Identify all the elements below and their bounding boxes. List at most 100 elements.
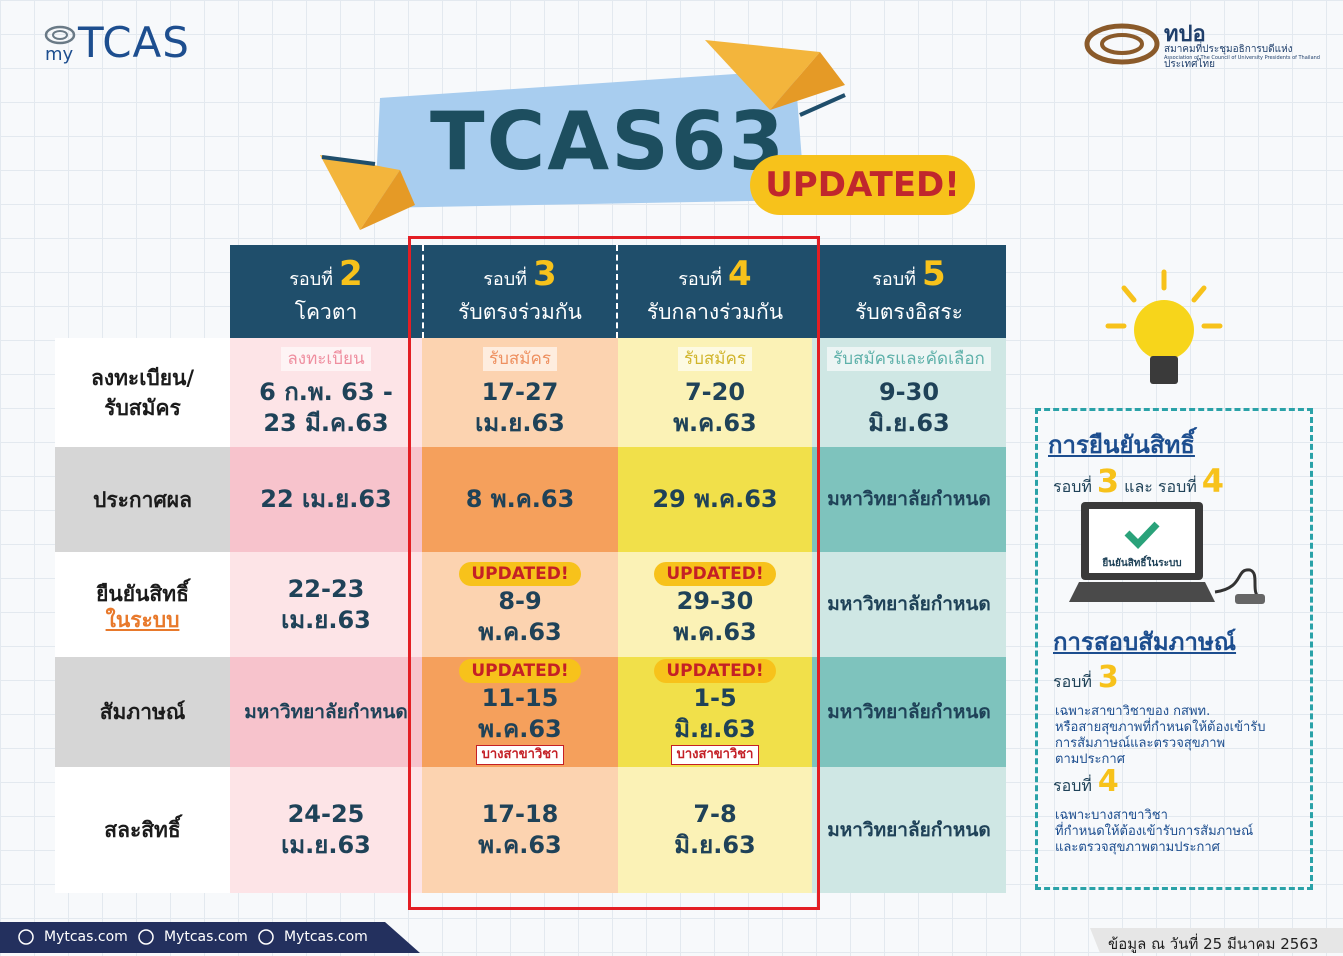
cell-text: มหาวิทยาลัยกำหนด — [827, 488, 991, 510]
cell-subtitle: ลงทะเบียน — [281, 346, 371, 371]
table-cell: ลงทะเบียน 6 ก.พ. 63 -23 มี.ค.63 — [230, 338, 422, 447]
org-emblem — [1084, 23, 1160, 65]
table-cell: มหาวิทยาลัยกำหนด — [812, 657, 1006, 767]
screen-text: ยืนยันสิทธิ์ในระบบ — [1102, 558, 1182, 569]
table-cell: มหาวิทยาลัยกำหนด — [230, 657, 422, 767]
highlight-frame — [408, 236, 820, 910]
cell-text: 8-9 — [498, 586, 542, 615]
cell-text: พ.ค.63 — [478, 831, 562, 859]
row-label: สัมภาษณ์ — [55, 657, 230, 767]
table-cell: รับสมัครและคัดเลือก 9-30 มิ.ย.63 — [812, 338, 1006, 447]
footer-link: Mytcas.com — [164, 929, 248, 945]
footer-bar — [0, 922, 1343, 953]
column-header: รอบที่ 4 รับกลางร่วมกัน — [618, 245, 812, 338]
title-badge: UPDATED! — [750, 155, 975, 215]
cell-subtitle: รับสมัครและคัดเลือก — [827, 346, 991, 371]
bullet-number: 4 — [1097, 764, 1119, 799]
interview-item-line: ที่กำหนดให้ต้องเข้ารับการสัมภาษณ์ — [1055, 824, 1254, 839]
column-header: รอบที่ 5 รับตรงอิสระ — [812, 245, 1006, 338]
cell-text: 1-5 — [693, 684, 737, 712]
interview-item-head: รอบที่ 4 — [1053, 764, 1119, 799]
table-cell: UPDATED! 11-15 พ.ค.63 บางสาขาวิชา — [422, 657, 618, 767]
row-label-line: ยืนยันสิทธิ์ — [96, 581, 189, 606]
cell-note: บางสาขาวิชา — [475, 745, 565, 765]
round-name: โควตา — [294, 300, 358, 324]
column-header: รอบที่ 2 โควตา — [230, 245, 422, 338]
logo-icon — [44, 25, 76, 45]
cell-text: 22 เม.ย.63 — [260, 485, 392, 513]
row-label-line: สัมภาษณ์ — [99, 700, 186, 724]
table-cell: 29 พ.ค.63 — [618, 447, 812, 552]
table-cell: UPDATED! 1-5 มิ.ย.63 บางสาขาวิชา — [618, 657, 812, 767]
cell-text: 17-18 — [481, 800, 559, 828]
cell-text: พ.ค.63 — [673, 408, 757, 437]
cell-text: 29-30 — [676, 586, 754, 615]
round-number: 2 — [339, 254, 363, 294]
round-name: รับตรงร่วมกัน — [458, 300, 582, 324]
cell-text: มหาวิทยาลัยกำหนด — [827, 818, 991, 841]
cell-text: 23 มี.ค.63 — [263, 408, 389, 437]
round-number: 3 — [533, 254, 557, 294]
table-cell: รับสมัคร 7-20 พ.ค.63 — [618, 338, 812, 447]
cell-text: 29 พ.ค.63 — [652, 485, 778, 513]
round-prefix: รอบที่ — [678, 269, 723, 290]
as-of-date: ข้อมูล ณ วันที่ 25 มีนาคม 2563 — [1108, 935, 1319, 953]
table-cell: 24-25 เม.ย.63 — [230, 767, 422, 893]
cell-text: 22-23 — [287, 574, 365, 603]
cell-text: พ.ค.63 — [478, 715, 562, 743]
cell-text: เม.ย.63 — [281, 605, 371, 634]
bullet-number: 3 — [1097, 660, 1119, 695]
cell-text: 11-15 — [481, 684, 559, 712]
cell-text: 9-30 — [878, 377, 940, 406]
round-line: รอบที่ 5 — [872, 254, 945, 294]
table-cell: 22-23 เม.ย.63 — [230, 552, 422, 657]
cell-text: มิ.ย.63 — [868, 408, 950, 437]
title: TCAS63 — [430, 95, 787, 188]
interview-item-line: เฉพาะบางสาขาวิชา — [1055, 808, 1168, 823]
cell-text: 8 พ.ค.63 — [465, 485, 575, 513]
round-prefix: รอบที่ — [289, 269, 334, 290]
bullet-prefix: รอบที่ — [1053, 672, 1092, 691]
cell-text: 6 ก.พ. 63 - — [259, 377, 393, 406]
caption-part: รอบที่ — [1053, 477, 1092, 496]
round-line: รอบที่ 3 — [483, 254, 556, 294]
interview-item-line: ตามประกาศ — [1055, 752, 1125, 767]
cell-note: บางสาขาวิชา — [670, 745, 760, 765]
cell-text: พ.ค.63 — [673, 617, 757, 646]
table-cell: 8 พ.ค.63 — [422, 447, 618, 552]
table-cell: UPDATED! 8-9 พ.ค.63 — [422, 552, 618, 657]
org-abbr: ทปอ — [1164, 22, 1206, 47]
updated-badge: UPDATED! — [459, 561, 581, 586]
lightbulb — [1105, 269, 1223, 384]
updated-badge: UPDATED! — [654, 659, 776, 683]
table-cell: 7-8 มิ.ย.63 — [618, 767, 812, 893]
org-name-en: Association of The Council of University… — [1164, 55, 1320, 61]
caption-part: รอบที่ — [1157, 477, 1197, 496]
caption-part: 3 — [1096, 462, 1120, 500]
table-cell: UPDATED! 29-30 พ.ค.63 — [618, 552, 812, 657]
logo-prefix: my — [45, 44, 74, 65]
row-label-line: รับสมัคร — [104, 395, 181, 420]
bullet-prefix: รอบที่ — [1053, 776, 1092, 795]
round-line: รอบที่ 2 — [289, 254, 362, 294]
cell-text: 7-20 — [684, 377, 746, 406]
banner-art — [320, 40, 846, 230]
cell-text: มหาวิทยาลัยกำหนด — [244, 700, 408, 723]
row-label-emphasis: ในระบบ — [105, 607, 180, 632]
cell-text: พ.ค.63 — [478, 617, 562, 646]
confirm-caption: รอบที่ 3 และ รอบที่ 4 — [1053, 462, 1229, 500]
round-name: รับตรงอิสระ — [855, 300, 963, 324]
interview-item-line: การสัมภาษณ์และตรวจสุขภาพ — [1055, 736, 1226, 751]
org-name-th: สมาคมที่ประชุมอธิการบดีแห่งประเทศไทย — [1164, 44, 1293, 70]
updated-badge: UPDATED! — [459, 659, 581, 683]
caption-part: 4 — [1201, 462, 1225, 500]
cell-text: มิ.ย.63 — [674, 831, 756, 859]
round-number: 4 — [728, 254, 752, 294]
footer-link: Mytcas.com — [44, 929, 128, 945]
row-label: ลงทะเบียน/รับสมัคร — [55, 338, 230, 447]
cell-text: เม.ย.63 — [475, 408, 565, 437]
info-panel — [1035, 408, 1313, 890]
table-cell: รับสมัคร 17-27 เม.ย.63 — [422, 338, 618, 447]
table-cell: 17-18 พ.ค.63 — [422, 767, 618, 893]
